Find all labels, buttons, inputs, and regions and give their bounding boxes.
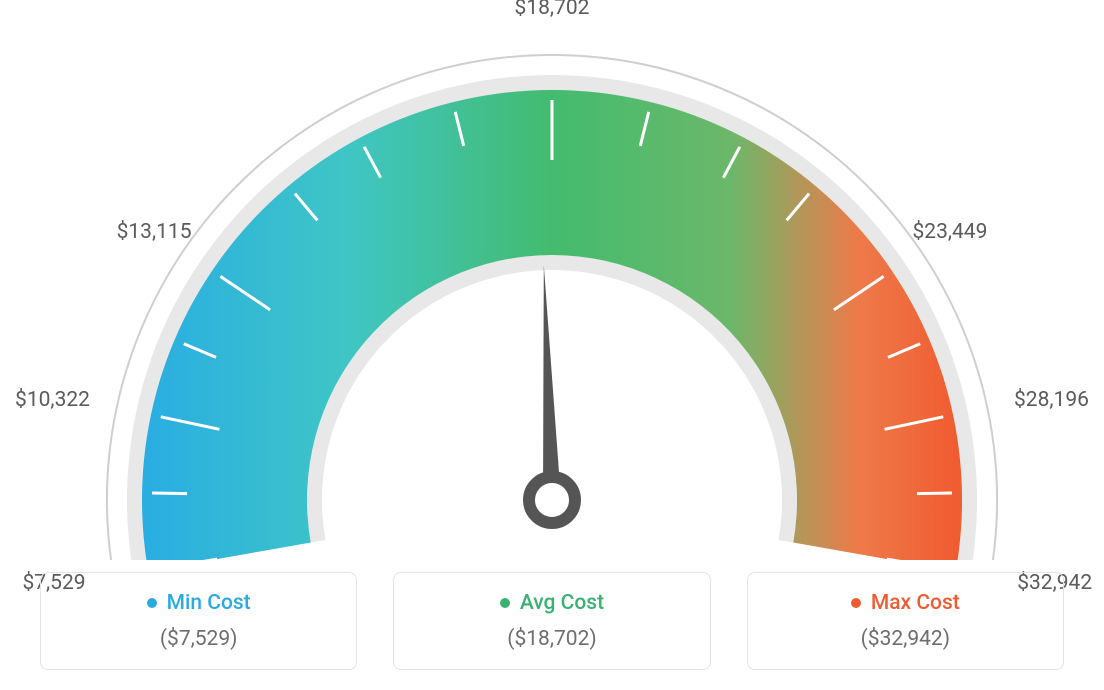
legend-label-max: Max Cost bbox=[871, 591, 960, 615]
legend-card-avg: Avg Cost ($18,702) bbox=[393, 572, 710, 670]
gauge-svg bbox=[0, 0, 1104, 560]
scale-label: $28,196 bbox=[1014, 388, 1089, 412]
legend-card-max: Max Cost ($32,942) bbox=[747, 572, 1064, 670]
dot-icon-min bbox=[147, 598, 157, 608]
scale-label: $23,449 bbox=[912, 220, 987, 244]
legend-card-min: Min Cost ($7,529) bbox=[40, 572, 357, 670]
dot-icon-max bbox=[851, 598, 861, 608]
cost-gauge-widget: $7,529$10,322$13,115$18,702$23,449$28,19… bbox=[0, 0, 1104, 690]
legend-header-max: Max Cost bbox=[758, 591, 1053, 615]
legend-label-min: Min Cost bbox=[167, 591, 251, 615]
scale-label: $18,702 bbox=[515, 0, 590, 20]
legend-value-max: ($32,942) bbox=[758, 627, 1053, 651]
legend-header-avg: Avg Cost bbox=[404, 591, 699, 615]
dot-icon-avg bbox=[500, 598, 510, 608]
gauge-area: $7,529$10,322$13,115$18,702$23,449$28,19… bbox=[0, 0, 1104, 560]
legend-header-min: Min Cost bbox=[51, 591, 346, 615]
legend-label-avg: Avg Cost bbox=[520, 591, 604, 615]
legend-row: Min Cost ($7,529) Avg Cost ($18,702) Max… bbox=[0, 572, 1104, 670]
legend-value-min: ($7,529) bbox=[51, 627, 346, 651]
scale-label: $13,115 bbox=[117, 220, 192, 244]
legend-value-avg: ($18,702) bbox=[404, 627, 699, 651]
scale-label: $10,322 bbox=[15, 388, 90, 412]
